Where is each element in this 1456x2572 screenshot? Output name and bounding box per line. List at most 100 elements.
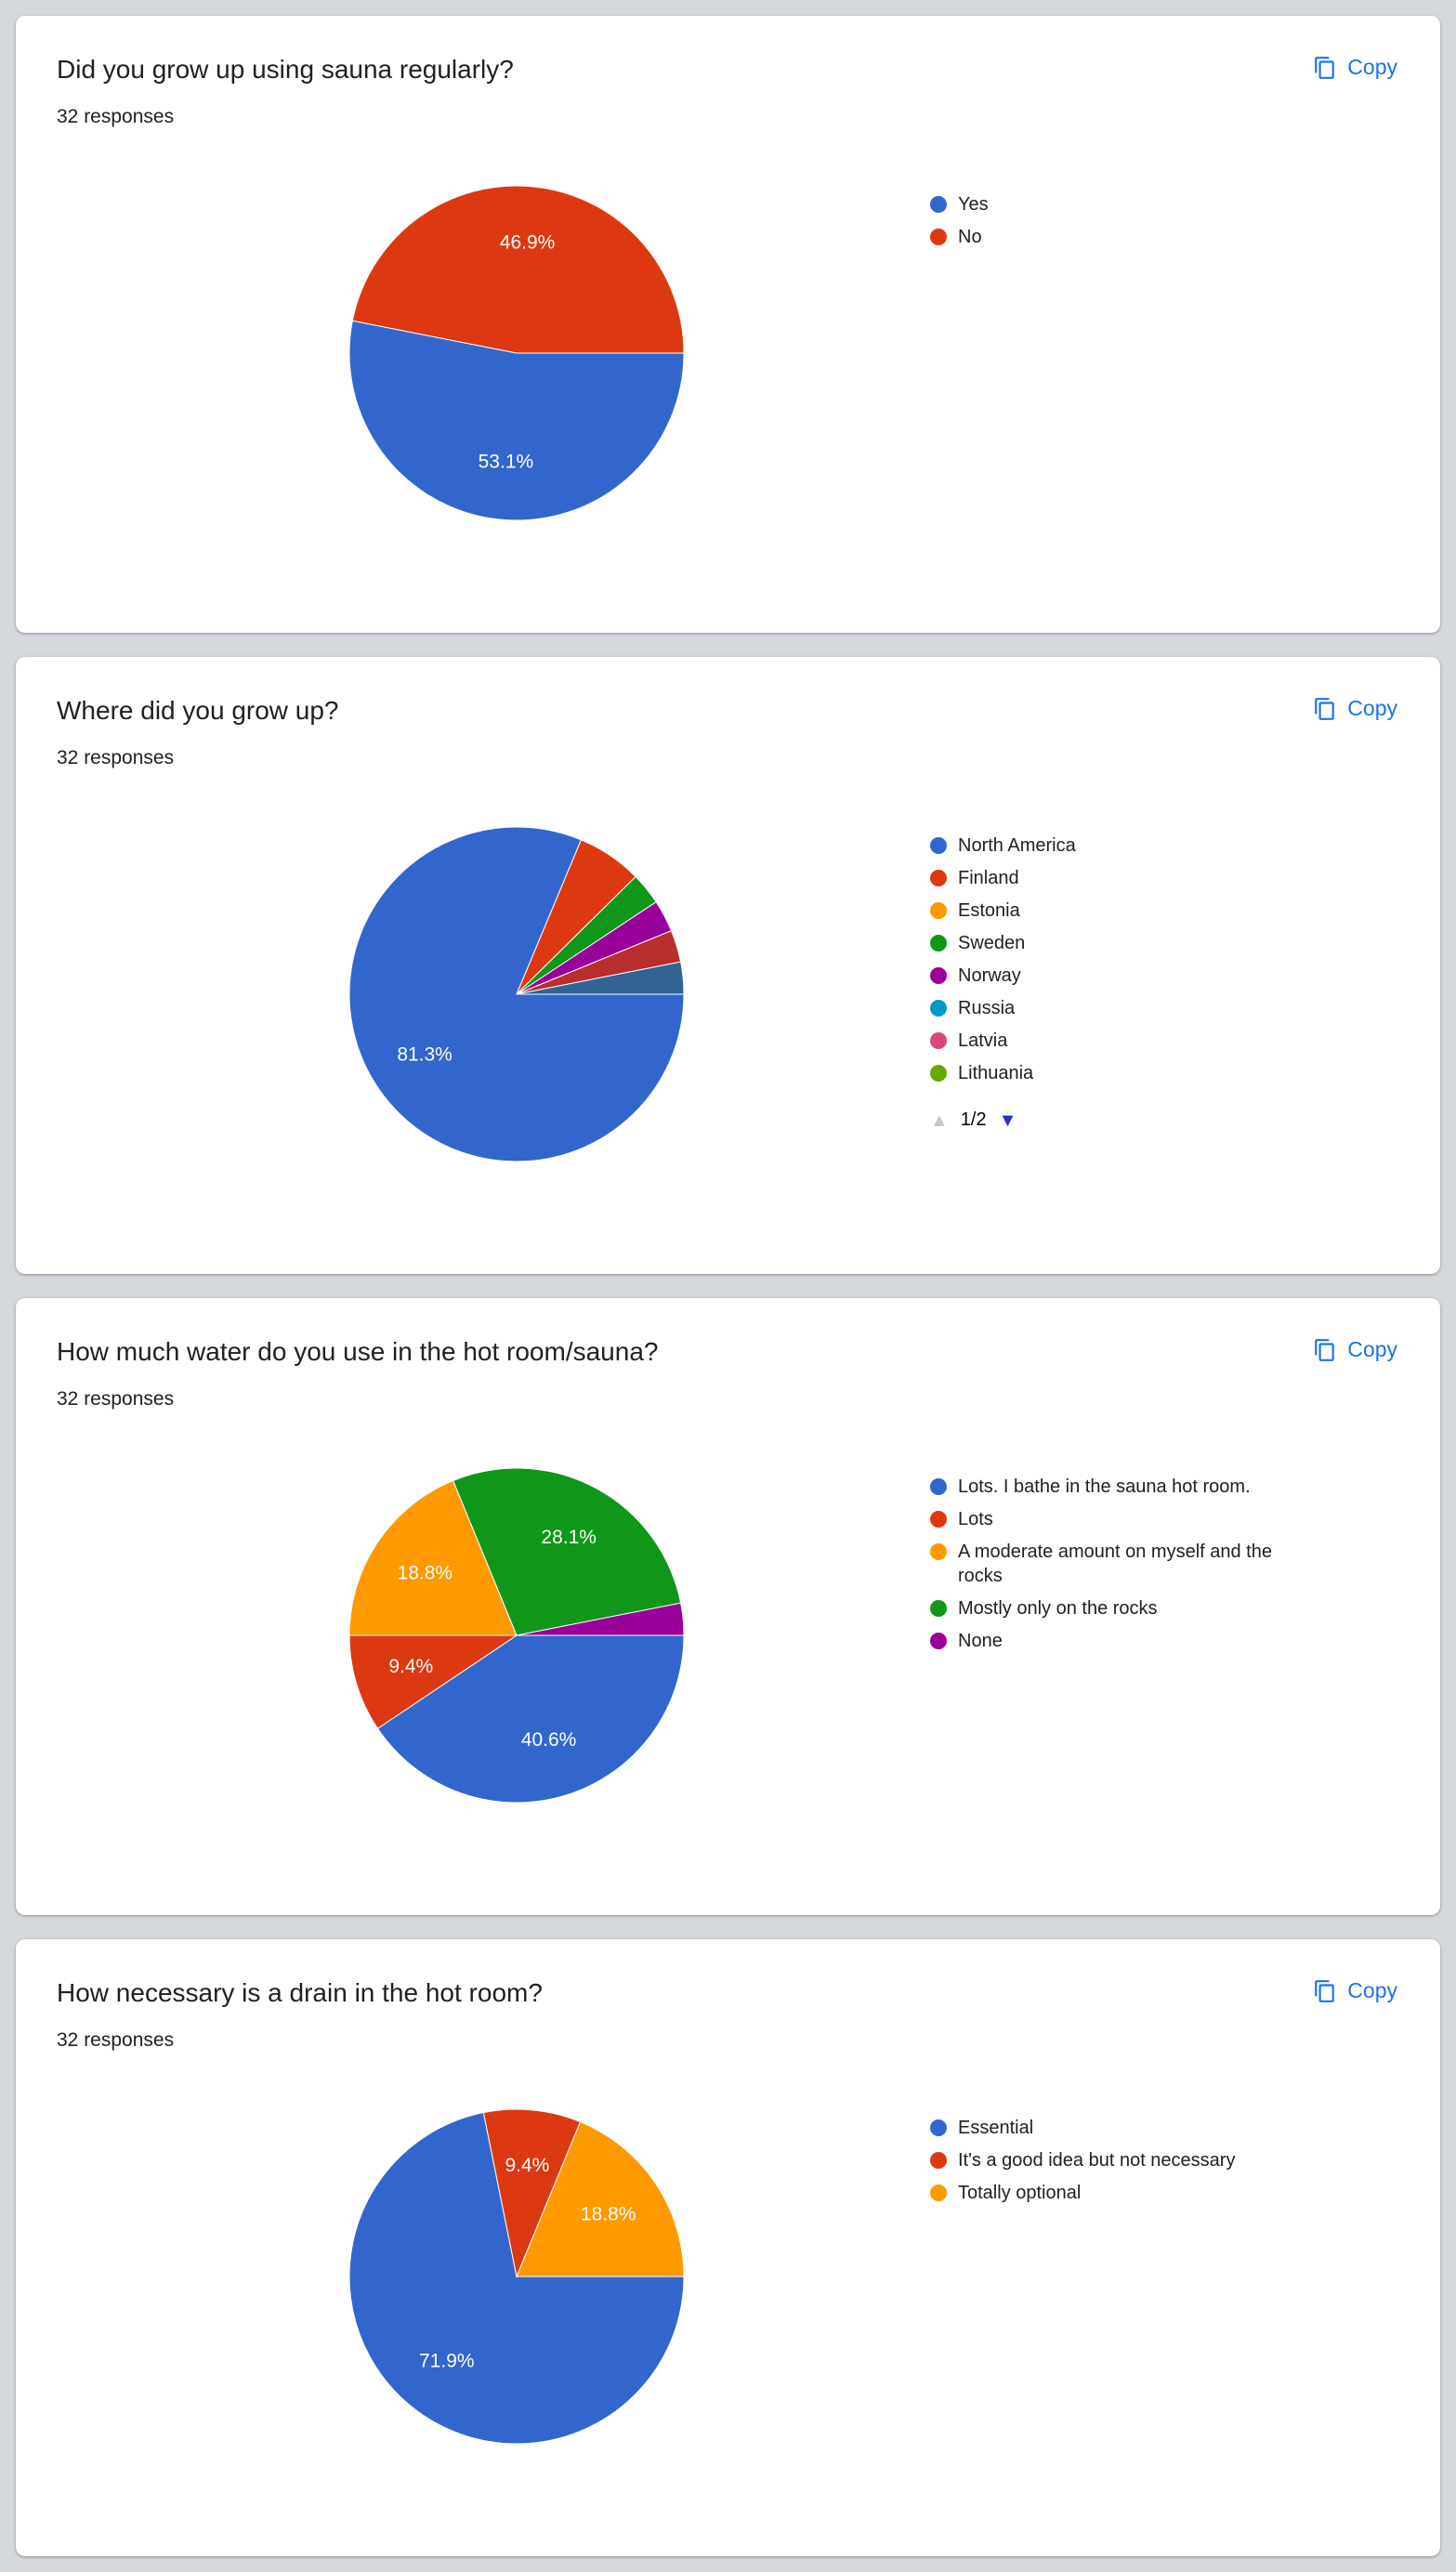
pie-slice [348, 1479, 518, 1636]
legend-item: None [930, 1629, 1292, 1653]
legend-label: Finland [958, 868, 1019, 888]
pie-slice [516, 961, 685, 995]
legend-item: Totally optional [930, 2181, 1235, 2205]
copy-button[interactable]: Copy [1311, 694, 1399, 723]
copy-button[interactable]: Copy [1311, 1335, 1399, 1364]
response-card: How necessary is a drain in the hot room… [16, 1939, 1440, 2556]
legend-label: Totally optional [958, 2183, 1082, 2203]
legend-item: Mostly only on the rocks [930, 1596, 1292, 1621]
question-title: How much water do you use in the hot roo… [57, 1337, 659, 1366]
legend-swatch-icon [930, 1633, 947, 1649]
legend-item: No [930, 225, 989, 249]
legend-swatch-icon [930, 2152, 947, 2169]
copy-button[interactable]: Copy [1311, 53, 1399, 82]
legend-swatch-icon [930, 1511, 947, 1528]
legend-item: Lots [930, 1507, 1292, 1531]
pie-slice [516, 1602, 685, 1636]
pie-chart: 40.6% 9.4% 18.8% 28.1% [348, 1467, 685, 1804]
slice-percent-label: 81.3% [397, 1043, 453, 1065]
legend-item: Latvia [930, 1029, 1076, 1053]
question-title: Where did you grow up? [57, 696, 339, 725]
legend-item: Russia [930, 996, 1076, 1020]
pie-slice [348, 2111, 685, 2445]
slice-percent-label: 9.4% [388, 1656, 433, 1677]
copy-label: Copy [1347, 1978, 1397, 2002]
legend-swatch-icon [930, 1000, 947, 1017]
legend-item: Lithuania [930, 1061, 1076, 1085]
legend-label: A moderate amount on myself and the rock… [958, 1542, 1272, 1586]
response-count: 32 responses [57, 1388, 175, 1410]
slice-percent-label: 46.9% [500, 231, 556, 253]
pie-chart: 71.9% 9.4% 18.8% [348, 2108, 685, 2445]
legend-swatch-icon [930, 870, 947, 886]
legend-label: Norway [958, 965, 1021, 986]
legend-item: Norway [930, 964, 1076, 988]
legend-swatch-icon [930, 2119, 947, 2136]
question-title: Did you grow up using sauna regularly? [57, 55, 514, 84]
pie-slice [452, 1467, 682, 1636]
slice-percent-label: 71.9% [419, 2350, 475, 2371]
response-count: 32 responses [57, 106, 175, 127]
legend-label: Estonia [958, 900, 1020, 921]
pie-chart: 53.1% 46.9% [348, 185, 685, 521]
pie-chart: 81.3% [348, 826, 685, 1162]
response-count: 32 responses [57, 747, 175, 768]
legend-swatch-icon [930, 837, 947, 854]
slice-percent-label: 28.1% [541, 1527, 597, 1548]
copy-icon [1313, 697, 1337, 721]
pie-slice [348, 1634, 518, 1729]
legend-swatch-icon [930, 1032, 947, 1049]
legend-swatch-icon [930, 1478, 947, 1495]
legend-swatch-icon [930, 1065, 947, 1082]
response-card: How much water do you use in the hot roo… [16, 1298, 1440, 1915]
legend-label: None [958, 1631, 1003, 1651]
legend-item: Lots. I bathe in the sauna hot room. [930, 1475, 1292, 1499]
legend-swatch-icon [930, 1543, 947, 1560]
copy-icon [1313, 56, 1337, 80]
legend-item: It's a good idea but not necessary [930, 2148, 1235, 2172]
legend-label: Yes [958, 194, 989, 215]
slice-percent-label: 53.1% [479, 452, 534, 473]
copy-icon [1313, 1979, 1337, 2003]
legend-item: Yes [930, 192, 989, 217]
legend-item: A moderate amount on myself and the rock… [930, 1540, 1292, 1588]
response-card: Did you grow up using sauna regularly? C… [16, 16, 1440, 633]
copy-button[interactable]: Copy [1311, 1976, 1399, 2005]
legend-label: Essential [958, 2118, 1034, 2138]
chart-legend: North America Finland Estonia Sweden Norway R… [930, 833, 1076, 1085]
legend-label: No [958, 227, 982, 247]
slice-percent-label: 40.6% [521, 1729, 577, 1751]
legend-label: It's a good idea but not necessary [958, 2150, 1236, 2171]
chart-legend: Essential It's a good idea but not necess… [930, 2116, 1235, 2205]
legend-swatch-icon [930, 935, 947, 951]
slice-percent-label: 18.8% [398, 1562, 453, 1583]
legend-label: Lithuania [958, 1063, 1034, 1083]
copy-label: Copy [1347, 55, 1397, 79]
slice-percent-label: 18.8% [581, 2203, 636, 2224]
pie-slice [516, 2120, 685, 2277]
copy-label: Copy [1347, 1337, 1397, 1361]
pie-slice [348, 320, 685, 521]
response-card: Where did you grow up? Copy 32 responses… [16, 657, 1440, 1274]
legend-swatch-icon [930, 1600, 947, 1617]
legend-page-label: 1/2 [960, 1109, 987, 1130]
legend-pagination: ▲ 1/2 ▼ [930, 1109, 1076, 1131]
legend-label: Lots [958, 1509, 993, 1529]
legend-label: Mostly only on the rocks [958, 1598, 1158, 1619]
slice-percent-label: 9.4% [505, 2155, 549, 2176]
legend-label: Sweden [958, 933, 1026, 953]
chart-legend: Lots. I bathe in the sauna hot room. Lots… [930, 1475, 1292, 1653]
pie-slice [376, 1634, 685, 1804]
legend-item: Sweden [930, 931, 1076, 955]
legend-page-up-icon[interactable]: ▲ [930, 1109, 949, 1131]
legend-label: North America [958, 835, 1076, 856]
chart-legend: Yes No [930, 192, 989, 249]
legend-item: Estonia [930, 899, 1076, 923]
legend-label: Lots. I bathe in the sauna hot room. [958, 1476, 1251, 1497]
legend-label: Latvia [958, 1030, 1008, 1051]
legend-page-down-icon[interactable]: ▼ [998, 1109, 1017, 1131]
question-title: How necessary is a drain in the hot room… [57, 1978, 543, 2007]
pie-slice [351, 185, 685, 354]
legend-label: Russia [958, 998, 1016, 1018]
